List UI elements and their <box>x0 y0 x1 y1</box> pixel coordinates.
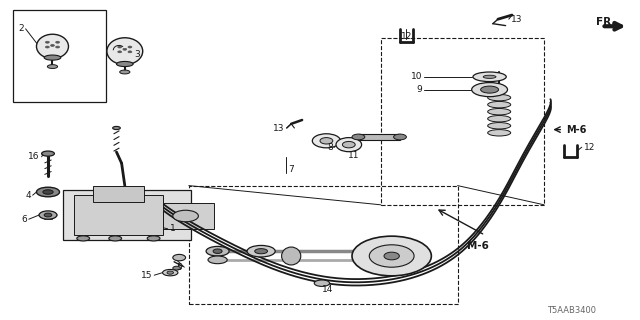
Ellipse shape <box>282 247 301 265</box>
Ellipse shape <box>44 213 52 217</box>
Text: M-6: M-6 <box>566 124 587 135</box>
Bar <box>163 203 214 229</box>
Ellipse shape <box>173 254 186 261</box>
Text: 12: 12 <box>584 143 595 152</box>
Ellipse shape <box>312 134 340 148</box>
Text: M-6: M-6 <box>467 241 489 252</box>
Ellipse shape <box>473 72 506 82</box>
Ellipse shape <box>44 55 61 60</box>
Ellipse shape <box>352 236 431 276</box>
Bar <box>358 134 400 140</box>
Text: 13: 13 <box>273 124 285 132</box>
Ellipse shape <box>206 246 229 256</box>
Ellipse shape <box>45 41 49 43</box>
Text: 4: 4 <box>25 191 31 200</box>
Ellipse shape <box>369 245 414 267</box>
Ellipse shape <box>173 210 198 222</box>
Text: 13: 13 <box>511 15 522 24</box>
Ellipse shape <box>173 266 180 270</box>
Ellipse shape <box>56 46 60 48</box>
Text: 5: 5 <box>177 263 182 272</box>
Ellipse shape <box>118 46 122 48</box>
Text: 7: 7 <box>288 165 294 174</box>
Ellipse shape <box>352 134 365 140</box>
Ellipse shape <box>107 38 143 65</box>
Ellipse shape <box>56 41 60 43</box>
Text: FR.: FR. <box>596 17 616 28</box>
Ellipse shape <box>42 151 54 156</box>
Ellipse shape <box>320 138 333 144</box>
Ellipse shape <box>47 65 58 68</box>
Ellipse shape <box>109 236 122 241</box>
Bar <box>381 38 544 205</box>
Ellipse shape <box>394 134 406 140</box>
Ellipse shape <box>51 44 54 46</box>
Ellipse shape <box>36 187 60 197</box>
Text: 8: 8 <box>327 143 333 152</box>
Ellipse shape <box>118 51 122 53</box>
Ellipse shape <box>36 34 68 59</box>
Text: 9: 9 <box>417 85 422 94</box>
Text: 14: 14 <box>322 285 333 294</box>
Ellipse shape <box>45 46 49 48</box>
Ellipse shape <box>472 83 508 97</box>
Ellipse shape <box>255 249 268 254</box>
Text: 10: 10 <box>411 72 422 81</box>
Ellipse shape <box>488 94 511 101</box>
Ellipse shape <box>384 252 399 260</box>
Text: 16: 16 <box>28 152 40 161</box>
Ellipse shape <box>39 211 57 219</box>
Ellipse shape <box>123 48 127 50</box>
Text: 15: 15 <box>141 271 152 280</box>
Ellipse shape <box>213 249 222 253</box>
Ellipse shape <box>481 86 499 93</box>
Ellipse shape <box>116 61 133 67</box>
Bar <box>189 186 458 304</box>
Ellipse shape <box>247 245 275 257</box>
Ellipse shape <box>128 46 132 48</box>
Ellipse shape <box>43 190 53 194</box>
Ellipse shape <box>208 256 227 264</box>
Ellipse shape <box>77 236 90 241</box>
Ellipse shape <box>113 126 120 130</box>
Ellipse shape <box>488 116 511 122</box>
Ellipse shape <box>128 51 132 53</box>
Text: 3: 3 <box>134 50 140 59</box>
Bar <box>93 186 144 202</box>
Ellipse shape <box>167 271 173 274</box>
Ellipse shape <box>336 138 362 152</box>
Ellipse shape <box>483 75 496 78</box>
Ellipse shape <box>120 70 130 74</box>
Ellipse shape <box>147 236 160 241</box>
Text: 12: 12 <box>401 32 412 41</box>
Text: 6: 6 <box>21 215 27 224</box>
Ellipse shape <box>163 269 178 276</box>
Ellipse shape <box>488 123 511 129</box>
Ellipse shape <box>314 280 330 286</box>
Bar <box>74 195 163 235</box>
Ellipse shape <box>488 130 511 136</box>
Ellipse shape <box>488 101 511 108</box>
Bar <box>13 10 106 102</box>
Ellipse shape <box>342 141 355 148</box>
Text: 1: 1 <box>170 224 175 233</box>
Text: 11: 11 <box>348 151 359 160</box>
Text: T5AAB3400: T5AAB3400 <box>547 306 596 315</box>
Ellipse shape <box>488 108 511 115</box>
Text: 2: 2 <box>18 24 24 33</box>
Bar <box>63 190 191 240</box>
